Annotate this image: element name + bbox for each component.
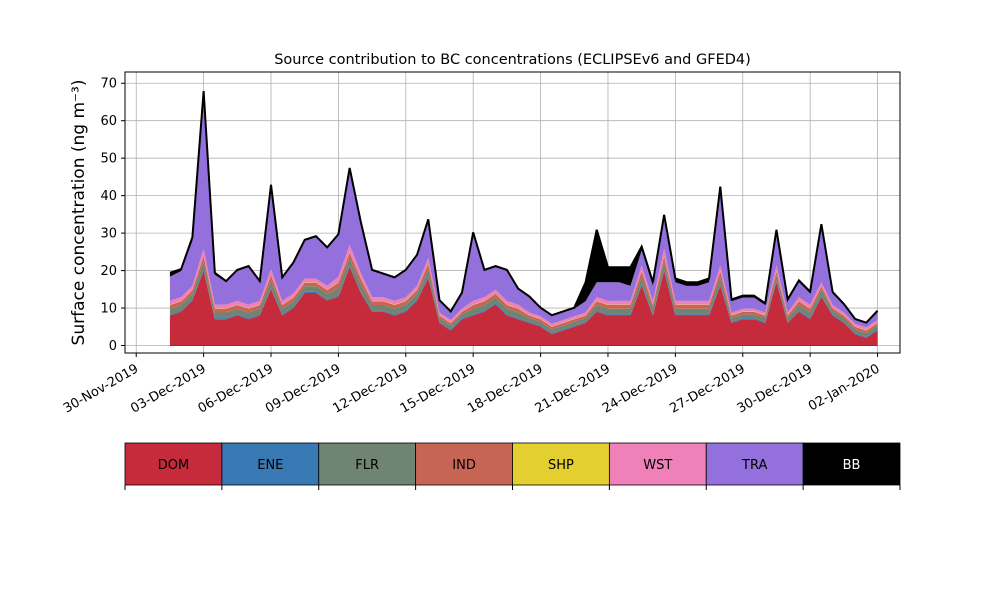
stacked-areas (169, 91, 879, 346)
x-tick-label: 12-Dec-2019 (330, 361, 410, 416)
x-tick-label: 24-Dec-2019 (600, 361, 680, 416)
x-tick-label: 09-Dec-2019 (263, 361, 343, 416)
x-tick-label: 18-Dec-2019 (465, 361, 545, 416)
y-tick-label: 30 (100, 227, 117, 242)
legend-label-bb: BB (843, 458, 861, 473)
legend: DOM ENE FLR IND SHP WST TRA BB (124, 442, 901, 490)
legend-swatch-dom (124, 442, 223, 486)
chart-title: Source contribution to BC concentrations… (274, 52, 751, 68)
legend-swatch-flr (318, 442, 417, 486)
y-tick-label: 20 (100, 264, 117, 279)
total-line (169, 91, 879, 324)
x-tick-label: 02-Jan-2020 (806, 361, 883, 414)
legend-label-ind: IND (452, 458, 476, 473)
legend-swatch-ene (221, 442, 320, 486)
y-axis: 0 10 20 30 40 50 60 70 (100, 77, 125, 354)
y-axis-label: Surface concentration (ng m⁻³) (69, 80, 89, 346)
x-tick-label: 15-Dec-2019 (398, 361, 478, 416)
legend-swatch-shp (512, 442, 610, 486)
legend-swatch-bb (802, 442, 901, 486)
plot-frame (124, 71, 901, 354)
legend-label-shp: SHP (548, 458, 574, 473)
x-tick-label: 06-Dec-2019 (196, 361, 276, 416)
x-tick-label: 30-Nov-2019 (61, 361, 141, 416)
legend-label-tra: TRA (741, 458, 767, 473)
x-tick-label: 21-Dec-2019 (533, 361, 613, 416)
legend-label-flr: FLR (355, 458, 379, 473)
x-tick-label: 03-Dec-2019 (128, 361, 208, 416)
y-tick-label: 50 (100, 152, 117, 167)
legend-label-ene: ENE (257, 458, 283, 473)
y-tick-label: 10 (100, 302, 117, 317)
x-tick-label: 27-Dec-2019 (667, 361, 747, 416)
y-tick-label: 40 (100, 189, 117, 204)
legend-label-wst: WST (643, 458, 672, 473)
area-dom (169, 266, 878, 346)
y-tick-label: 0 (109, 339, 117, 354)
x-axis: 30-Nov-201903-Dec-201906-Dec-201909-Dec-… (61, 353, 883, 417)
y-tick-label: 70 (100, 77, 117, 92)
y-tick-label: 60 (100, 114, 117, 129)
legend-swatch-ind (415, 442, 513, 486)
legend-label-dom: DOM (158, 458, 189, 473)
x-tick-label: 30-Dec-2019 (735, 361, 815, 416)
legend-swatch-tra (705, 442, 804, 486)
